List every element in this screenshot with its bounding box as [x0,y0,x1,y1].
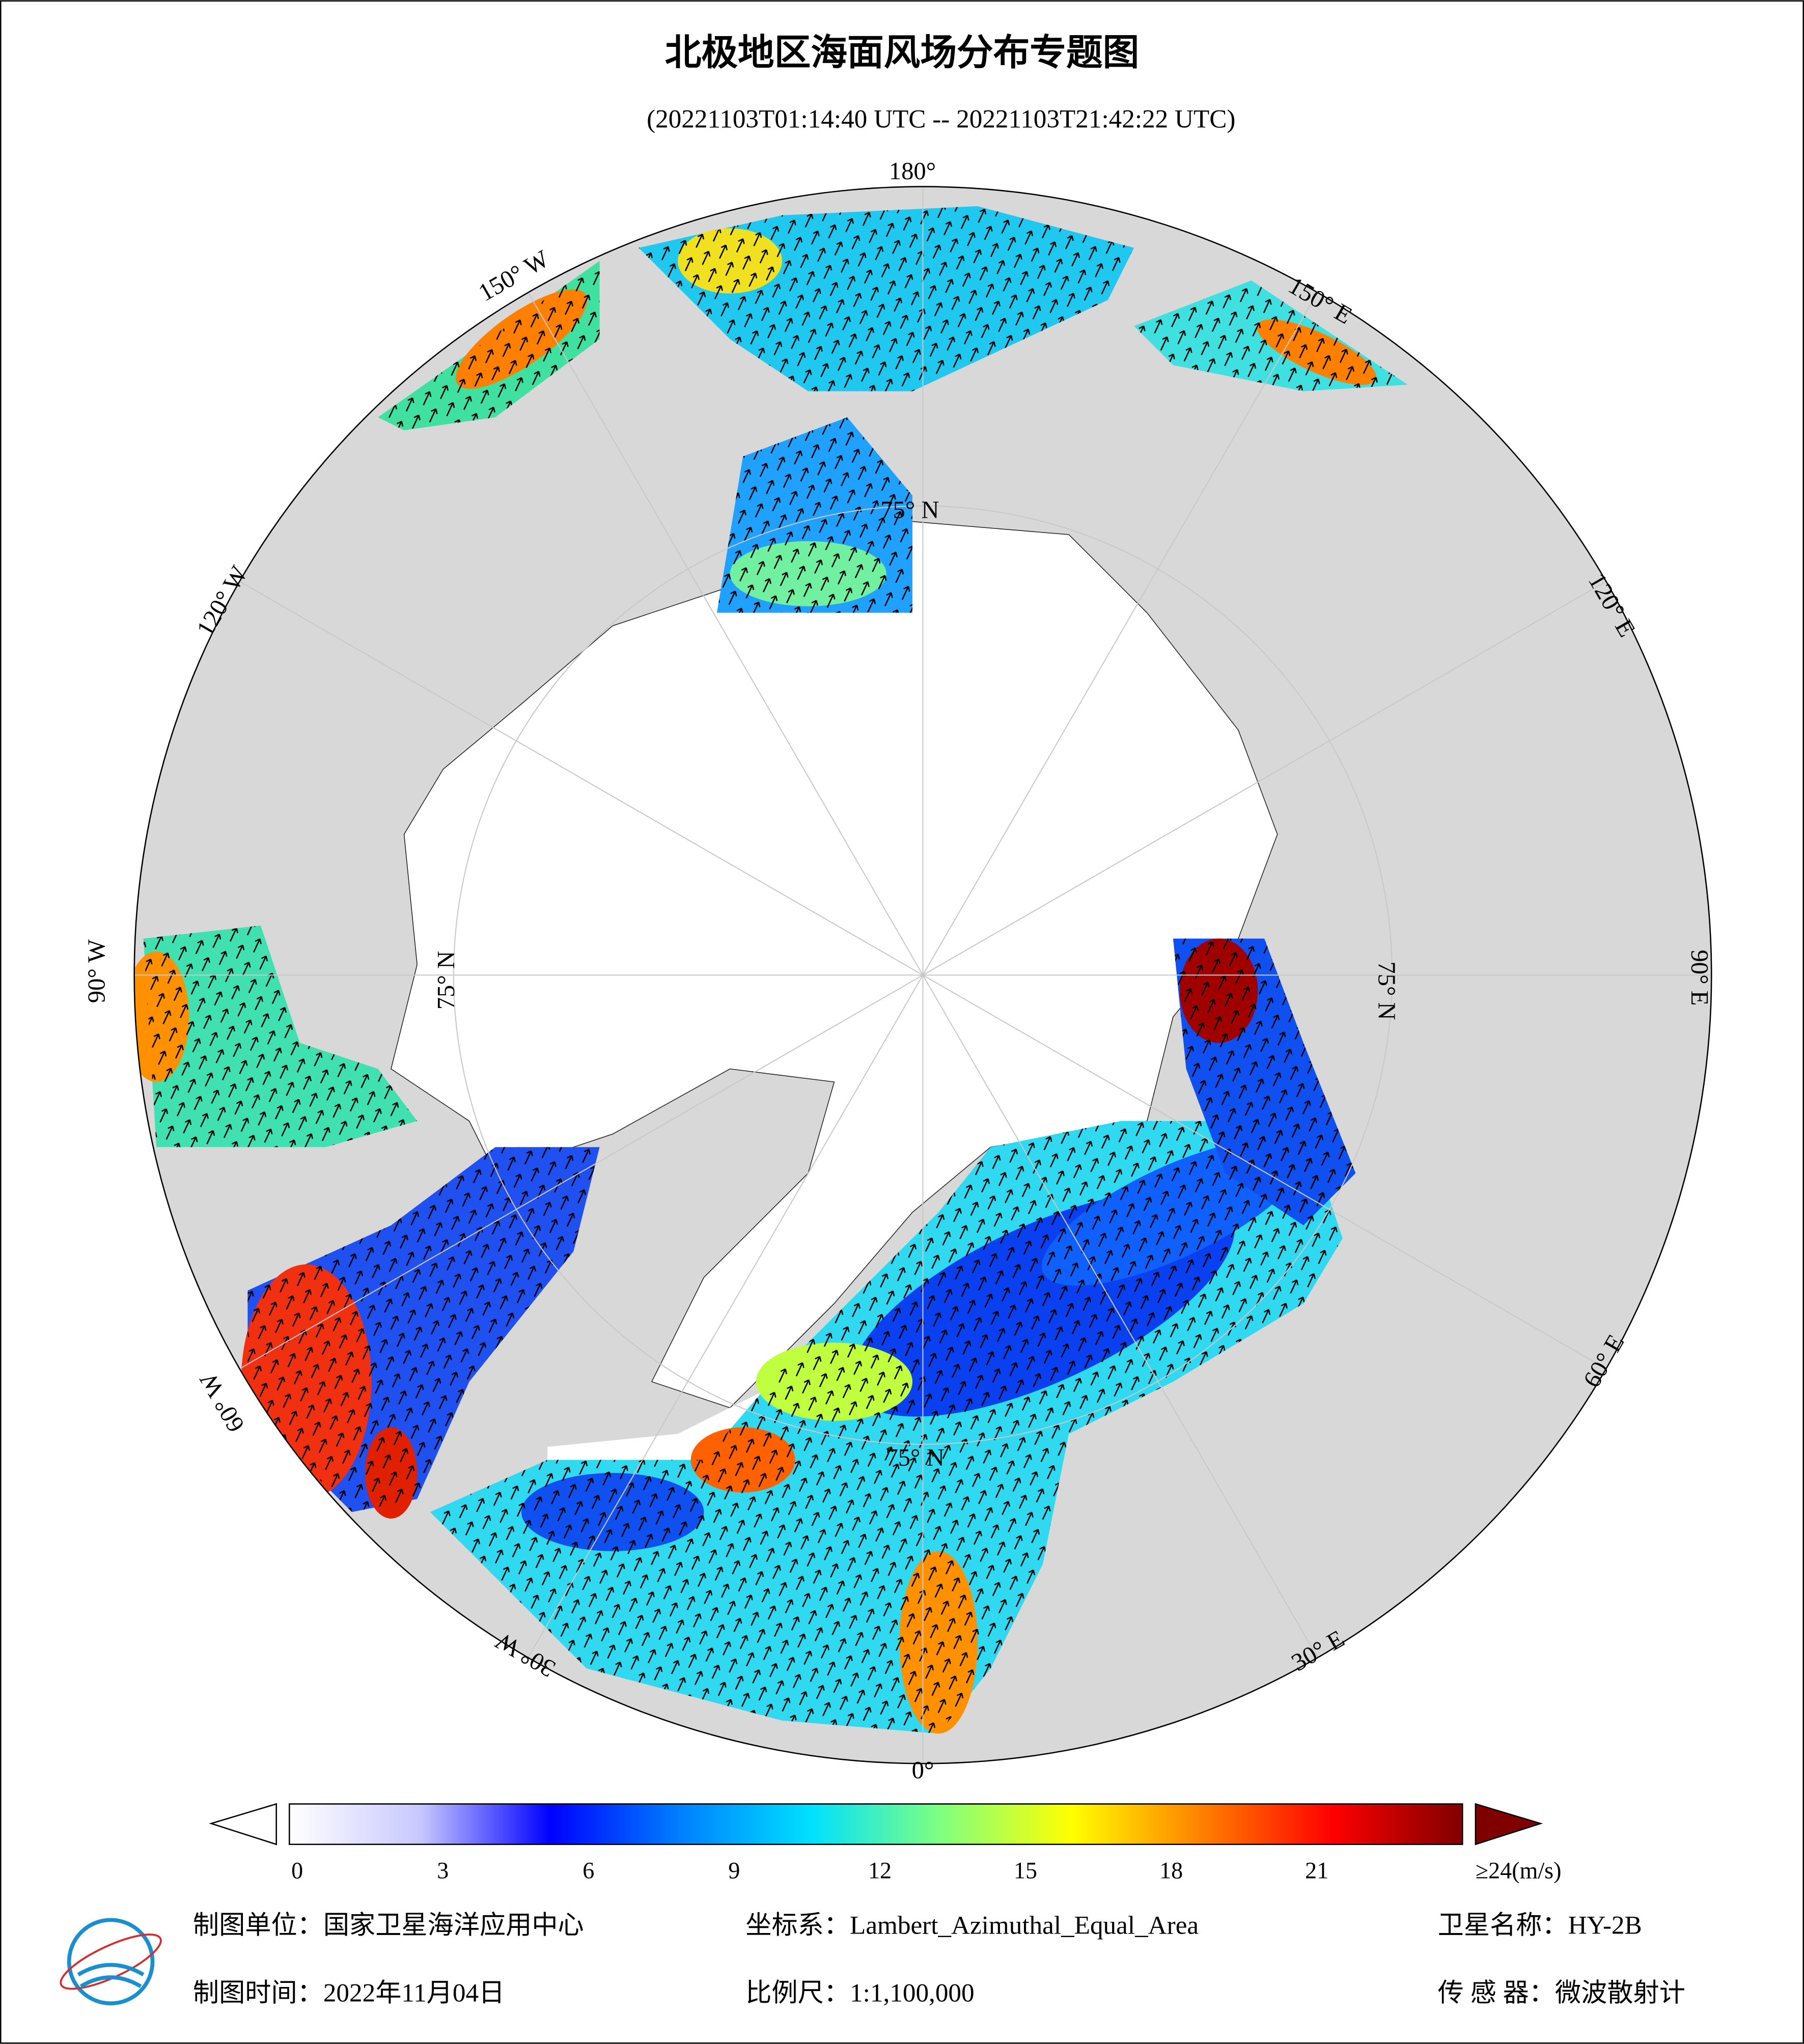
footer-scale: 比例尺：1:1,100,000 [745,1979,974,2008]
colorbar-tick-label: ≥24(m/s) [1476,1858,1562,1884]
map-subtitle: (20221103T01:14:40 UTC -- 20221103T21:42… [647,104,1235,133]
map-content [134,186,1712,1764]
colorbar-tick-label: 0 [291,1858,303,1884]
colorbar-tick-label: 21 [1305,1858,1328,1884]
colorbar-tick-label: 6 [582,1858,594,1884]
colorbar-over [1475,1803,1543,1845]
footer-date: 制图时间：2022年11月04日 [193,1979,505,2008]
footer-unit: 制图单位：国家卫星海洋应用中心 [193,1911,584,1940]
footer-coordinate-system: 坐标系：Lambert_Azimuthal_Equal_Area [745,1911,1199,1940]
longitude-label: 90° E [1686,949,1713,1005]
footer-satellite: 卫星名称：HY-2B [1438,1911,1642,1940]
longitude-label: 90° W [83,939,110,1003]
latitude-label: 75° N [432,951,460,1010]
colorbar-under [209,1803,277,1845]
longitude-label: 0° [912,1756,934,1784]
colorbar-bar [289,1803,1463,1845]
logo [60,1918,162,2005]
latitude-label: 75° N [1373,961,1401,1020]
colorbar-tick-label: 18 [1159,1858,1183,1884]
longitude-label: 180° [889,157,936,185]
map-border [133,186,1712,1765]
graticule [134,186,1712,1764]
latitude-label: 75° N [880,496,939,524]
colorbar: 0 3 6 9 12 15 18 21 ≥24(m/s) [209,1803,1562,1884]
colorbar-tick-label: 9 [728,1858,740,1884]
colorbar-tick-label: 12 [868,1858,892,1884]
colorbar-tick-label: 3 [437,1858,449,1884]
footer-sensor: 传 感 器：微波散射计 [1438,1979,1685,2008]
colorbar-tick-label: 15 [1014,1858,1037,1884]
map-title: 北极地区海面风场分布专题图 [665,31,1140,74]
latitude-label: 75° N [885,1444,944,1471]
